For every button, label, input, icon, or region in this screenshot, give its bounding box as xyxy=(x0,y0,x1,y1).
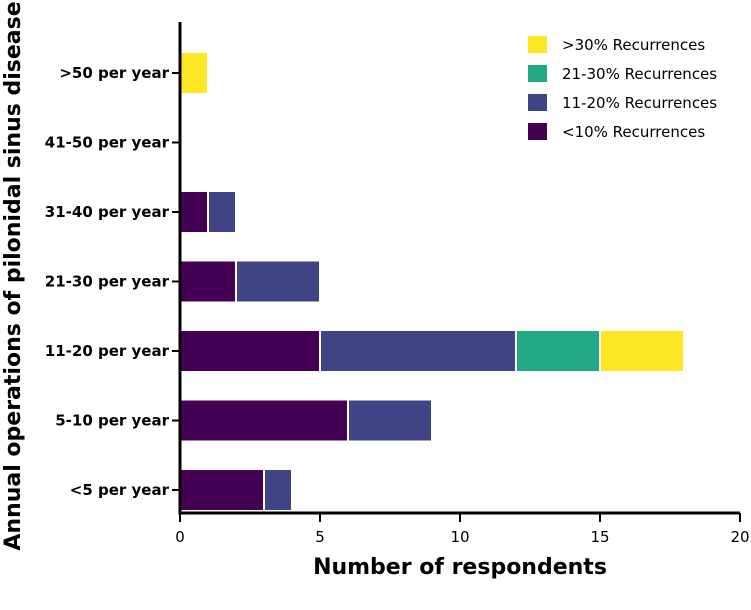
legend-label: 21-30% Recurrences xyxy=(562,65,717,83)
y-tick-label: 21-30 per year xyxy=(45,273,170,291)
y-tick-label: 41-50 per year xyxy=(45,134,170,152)
bar-21-30-per-year-10-recurrences xyxy=(179,259,237,304)
bar-11-20-per-year-30-recurrences xyxy=(599,329,685,373)
bar-11-20-per-year-21-30-recurrences xyxy=(515,329,601,373)
bar-5-10-per-year-11-20-recurrences xyxy=(347,398,433,443)
bars-layer xyxy=(179,51,685,512)
legend-swatch-30-recurrences xyxy=(528,36,547,53)
legend-swatch-10-recurrences xyxy=(528,123,547,140)
y-axis-title: Annual operations of pilonidal sinus dis… xyxy=(1,1,26,550)
legend-label: <10% Recurrences xyxy=(562,123,705,141)
bar-5-10-per-year-10-recurrences xyxy=(179,398,349,443)
x-tick-label: 5 xyxy=(315,528,325,546)
x-axis-title: Number of respondents xyxy=(313,555,607,580)
x-tick-label: 20 xyxy=(730,528,749,546)
x-axis-ticks: 0 5 10 15 20 xyxy=(175,513,750,546)
bar-11-20-per-year-10-recurrences xyxy=(179,329,321,373)
legend-label: >30% Recurrences xyxy=(562,36,705,54)
bar-5-per-year-10-recurrences xyxy=(179,468,265,512)
bar-11-20-per-year-11-20-recurrences xyxy=(319,329,517,373)
bar-50-per-year-30-recurrences xyxy=(179,51,209,95)
legend-swatch-21-30-recurrences xyxy=(528,65,547,82)
bar-21-30-per-year-11-20-recurrences xyxy=(235,259,321,304)
y-tick-label: <5 per year xyxy=(70,481,170,499)
y-tick-label: 5-10 per year xyxy=(55,412,169,430)
y-axis-ticks: >50 per year 41-50 per year 31-40 per year… xyxy=(45,64,180,499)
legend: >30% Recurrences 21-30% Recurrences 11-20%… xyxy=(528,36,717,141)
bar-5-per-year-11-20-recurrences xyxy=(263,468,293,512)
bar-31-40-per-year-10-recurrences xyxy=(179,190,209,234)
x-tick-label: 15 xyxy=(590,528,609,546)
bar-31-40-per-year-11-20-recurrences xyxy=(207,190,237,234)
legend-label: 11-20% Recurrences xyxy=(562,94,717,112)
y-tick-label: >50 per year xyxy=(59,64,169,82)
y-tick-label: 11-20 per year xyxy=(45,342,170,360)
legend-swatch-11-20-recurrences xyxy=(528,94,547,111)
x-tick-label: 10 xyxy=(450,528,469,546)
y-tick-label: 31-40 per year xyxy=(45,203,170,221)
x-tick-label: 0 xyxy=(175,528,185,546)
